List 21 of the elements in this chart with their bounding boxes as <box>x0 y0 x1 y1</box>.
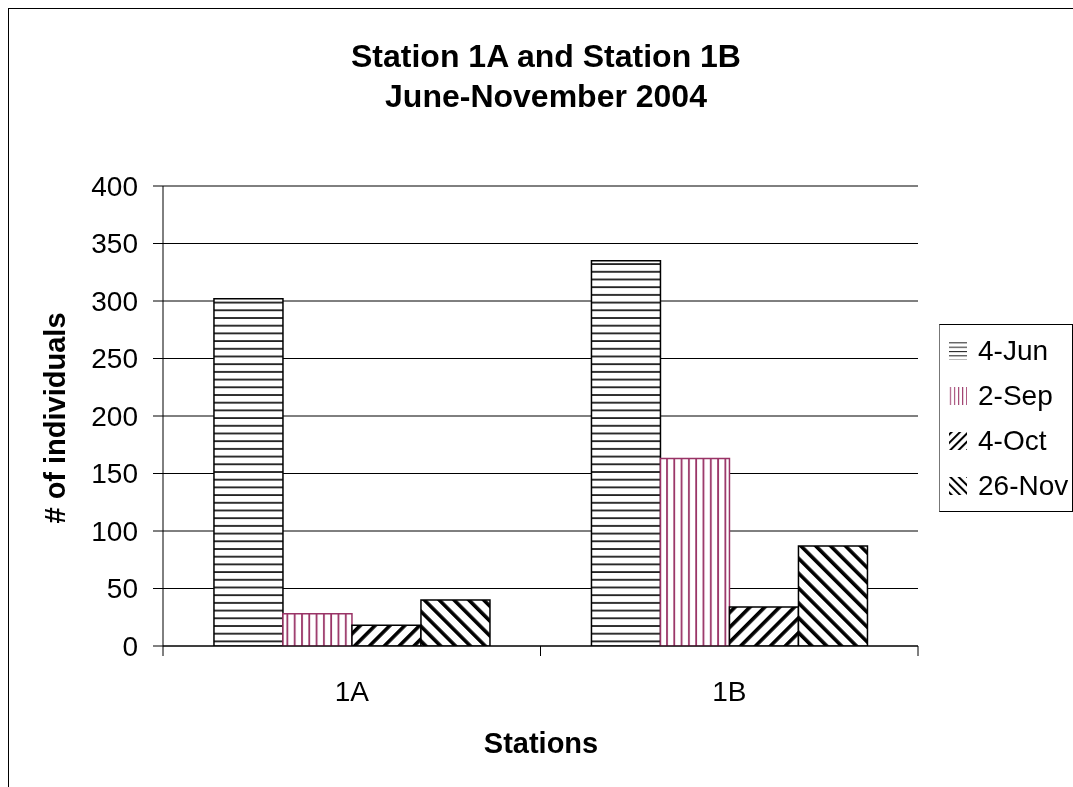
x-tick-label: 1B <box>712 676 747 707</box>
y-tick-label: 400 <box>91 170 138 202</box>
y-tick-label: 200 <box>91 400 138 432</box>
x-tick-label: 1A <box>334 676 370 707</box>
bar <box>282 613 353 646</box>
y-axis-title: # of individuals <box>39 312 71 524</box>
y-tick-label: 150 <box>91 458 138 490</box>
chart-title: Station 1A and Station 1B <box>350 37 742 76</box>
x-axis-title: Stations <box>483 727 599 759</box>
chart-subtitle: June-November 2004 <box>384 77 708 116</box>
legend-label: 4-Jun <box>978 334 1049 366</box>
legend-label: 26-Nov <box>978 469 1069 501</box>
y-tick-label: 300 <box>91 285 138 317</box>
y-tick-label: 50 <box>106 573 138 605</box>
y-tick-label: 100 <box>91 515 138 547</box>
legend-label: 2-Sep <box>978 379 1053 411</box>
y-tick-label: 0 <box>122 630 138 662</box>
y-tick-label: 250 <box>91 343 138 375</box>
y-tick-label: 350 <box>91 228 138 260</box>
legend-label: 4-Oct <box>978 424 1047 456</box>
bar <box>659 457 731 646</box>
